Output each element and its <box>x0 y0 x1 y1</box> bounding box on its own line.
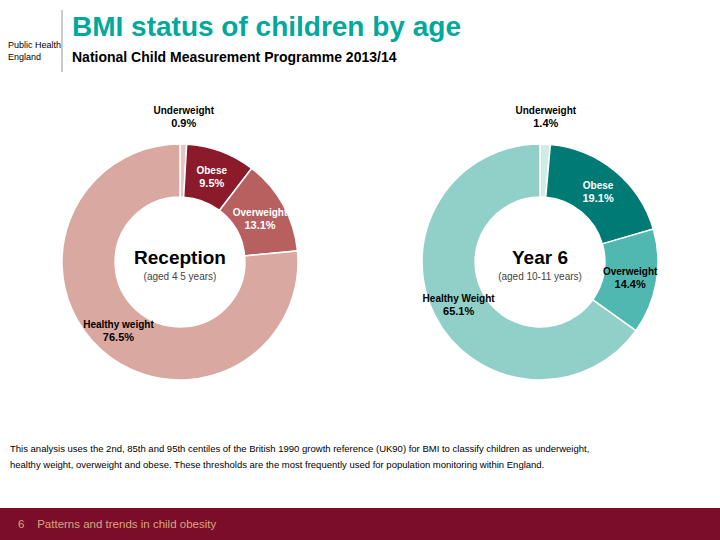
background <box>0 0 720 540</box>
slice-label: Healthy Weight <box>423 293 496 304</box>
divider <box>61 10 63 72</box>
page: Public Health England BMI status of childr… <box>0 0 720 540</box>
title: BMI status of children by age <box>72 11 461 42</box>
footer: This analysis uses the 2nd, 85th and 95t… <box>0 443 720 540</box>
slice-label: Overweight <box>233 207 288 218</box>
slice-label: Obese <box>583 180 614 191</box>
slice-label: Underweight <box>153 105 214 116</box>
data-label: 13.1% <box>244 219 275 231</box>
slices <box>62 144 298 380</box>
slice <box>219 168 297 256</box>
slice <box>62 144 298 380</box>
header: Public Health England BMI status of childr… <box>8 10 461 72</box>
data-label: 19.1% <box>582 192 613 204</box>
org-name: England <box>8 52 41 62</box>
data-label: 1.4% <box>533 117 558 129</box>
donut-subtitle: (aged 4 5 years) <box>144 271 217 282</box>
slice <box>422 144 636 380</box>
slice-label: Overweight <box>603 266 658 277</box>
slice-labels: Underweight0.9% Obese9.5% Overweight13.1% H… <box>83 105 288 343</box>
slice <box>546 144 654 243</box>
data-label: 0.9% <box>171 117 196 129</box>
bottom-bar-text: 6 Patterns and trends in child obesity <box>18 518 216 530</box>
donut-subtitle: (aged 10-11 years) <box>498 271 582 282</box>
data-label: 65.1% <box>443 305 474 317</box>
bottom-bar <box>0 508 720 540</box>
data-label: 14.4% <box>615 278 646 290</box>
footnote: healthy weight, overweight and obese. Th… <box>10 459 544 470</box>
org-name: Public Health <box>8 40 61 50</box>
data-label: 76.5% <box>103 331 134 343</box>
slice-label: Healthy weight <box>83 319 154 330</box>
slice-labels: Underweight1.4% Obese19.1% Overweight14.4%… <box>423 105 658 317</box>
donut-title: Reception <box>134 247 226 268</box>
slice-label: Underweight <box>516 105 577 116</box>
donut-chart: Underweight1.4% Obese19.1% Overweight14.4%… <box>422 105 658 380</box>
slices <box>422 144 658 380</box>
slice-label: Obese <box>196 165 227 176</box>
subtitle: National Child Measurement Programme 201… <box>72 49 397 65</box>
footnote: This analysis uses the 2nd, 85th and 95t… <box>10 443 589 454</box>
donut-title: Year 6 <box>512 247 568 268</box>
data-label: 9.5% <box>199 177 224 189</box>
donut-chart: Underweight0.9% Obese9.5% Overweight13.1% H… <box>62 105 298 380</box>
